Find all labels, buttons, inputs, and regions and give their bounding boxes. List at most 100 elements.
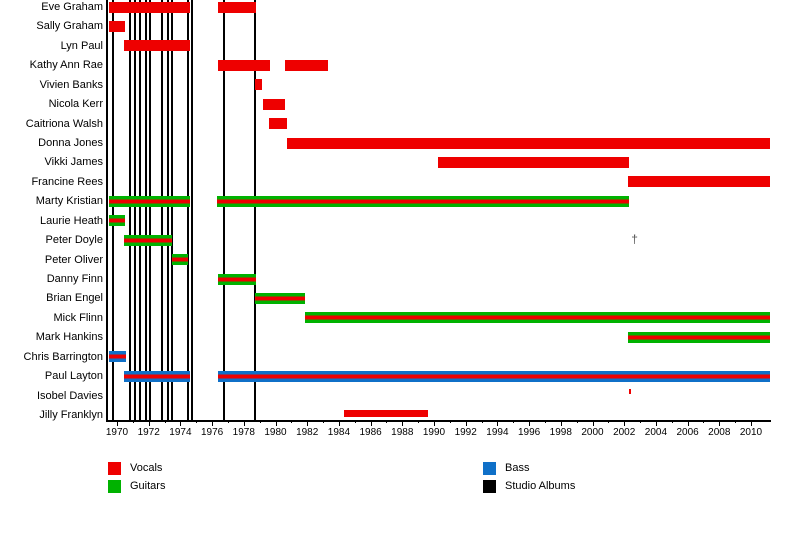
- axis-major-tick: [307, 420, 309, 426]
- member-tenure-bar: [304, 312, 770, 324]
- member-tenure-bar: [217, 59, 270, 71]
- legend-entry-guitars: Guitars: [108, 480, 165, 493]
- legend-label-guitars: Guitars: [130, 480, 166, 492]
- studio-album-line: [167, 0, 170, 420]
- y-axis-line: [106, 0, 109, 420]
- studio-album-line: [149, 0, 152, 420]
- year-tick-label: 2004: [644, 427, 668, 438]
- year-tick-label: 1974: [169, 427, 192, 438]
- axis-major-tick: [212, 420, 214, 426]
- member-name-label: Mark Hankins: [35, 331, 103, 344]
- axis-major-tick: [687, 420, 689, 426]
- member-tenure-bar: [124, 234, 173, 246]
- axis-minor-tick: [291, 420, 293, 423]
- axis-minor-tick: [132, 420, 134, 423]
- member-tenure-bar: [628, 176, 770, 188]
- member-tenure-bar: [171, 254, 189, 266]
- axis-minor-tick: [227, 420, 229, 423]
- member-name-label: Paul Layton: [44, 370, 103, 383]
- member-name-label: Peter Doyle: [45, 234, 103, 247]
- year-tick-label: 1982: [296, 427, 319, 438]
- axis-minor-tick: [164, 420, 166, 423]
- member-name-label: Jilly Franklyn: [39, 409, 103, 422]
- axis-major-tick: [275, 420, 277, 426]
- axis-minor-tick: [386, 420, 388, 423]
- axis-major-tick: [751, 420, 752, 426]
- year-tick-label: 1970: [105, 427, 129, 438]
- axis-minor-tick: [196, 420, 198, 423]
- member-tenure-bar: [343, 410, 428, 418]
- axis-major-tick: [148, 420, 150, 426]
- year-tick-label: 1988: [391, 427, 414, 438]
- studio-album-line: [161, 0, 164, 420]
- member-tenure-bar: [109, 351, 126, 363]
- member-name-label: Donna Jones: [38, 137, 103, 149]
- axis-minor-tick: [323, 420, 325, 423]
- studio-album-line: [134, 0, 137, 420]
- member-tenure-bar: [124, 40, 190, 52]
- year-tick-label: 1980: [264, 427, 287, 438]
- axis-minor-tick: [576, 420, 578, 423]
- member-tenure-bar: [262, 98, 285, 110]
- year-tick-label: 2010: [739, 427, 763, 438]
- year-tick-label: 2006: [676, 427, 699, 438]
- member-tenure-bar: [217, 370, 770, 382]
- member-tenure-bar: [286, 137, 771, 149]
- member-tenure-bar: [109, 195, 190, 207]
- axis-major-tick: [434, 420, 435, 426]
- year-tick-label: 1992: [454, 427, 477, 438]
- member-tenure-bar: [254, 292, 305, 304]
- axis-minor-tick: [640, 420, 642, 423]
- year-tick-label: 1990: [422, 427, 446, 438]
- year-tick-label: 1994: [486, 427, 509, 438]
- plot-area: 1970 1972 1974 1976 1978 1980 1982 1984 1986 1988…: [23, 0, 772, 438]
- member-name-label: Laurie Heath: [40, 214, 103, 227]
- axis-minor-tick: [513, 420, 515, 423]
- axis-major-tick: [655, 420, 657, 426]
- studio-album-line: [186, 0, 189, 420]
- member-name-label: Chris Barrington: [23, 350, 103, 363]
- axis-minor-tick: [544, 420, 546, 423]
- member-tenure-bar: [109, 215, 125, 227]
- axis-major-tick: [592, 420, 594, 426]
- studio-album-line: [112, 0, 115, 420]
- member-tenure-bar: [269, 118, 288, 130]
- year-tick-label: 1978: [232, 427, 255, 438]
- member-tenure-bar: [437, 156, 629, 168]
- legend: Vocals Guitars Bass Studio Albums: [0, 455, 800, 515]
- member-name-label: Mick Flinn: [53, 311, 103, 324]
- axis-major-tick: [465, 420, 467, 426]
- legend-entry-studio-albums: Studio Albums: [483, 480, 575, 493]
- year-tick-label: 1984: [327, 427, 351, 438]
- member-tenure-bar: [628, 331, 770, 343]
- studio-album-line: [145, 0, 148, 420]
- legend-entry-vocals: Vocals: [108, 462, 162, 475]
- year-tick-label: 1976: [200, 427, 224, 438]
- axis-major-tick: [243, 420, 245, 426]
- member-tenure-bar: [109, 20, 125, 32]
- axis-minor-tick: [449, 420, 451, 423]
- axis-major-tick: [560, 420, 562, 426]
- member-tenure-bar: [109, 1, 190, 13]
- death-dagger-icon: †: [631, 232, 638, 247]
- member-name-label: Danny Finn: [46, 273, 103, 286]
- member-name-label: Eve Graham: [41, 1, 103, 13]
- x-axis-line: [106, 420, 772, 422]
- year-tick-label: 1996: [517, 427, 541, 438]
- member-name-label: Kathy Ann Rae: [29, 59, 103, 72]
- studio-album-line: [190, 0, 193, 420]
- legend-entry-bass: Bass: [483, 462, 529, 475]
- studio-album-line: [128, 0, 131, 420]
- member-tenure-bar: [216, 195, 629, 207]
- axis-major-tick: [719, 420, 721, 426]
- member-name-label: Vivien Banks: [39, 78, 103, 91]
- axis-minor-tick: [259, 420, 261, 423]
- member-name-label: Sally Graham: [36, 20, 103, 33]
- member-tenure-bar: [628, 389, 631, 395]
- axis-major-tick: [338, 420, 340, 426]
- member-tenure-bar: [217, 1, 257, 13]
- guitars-color-swatch: [108, 480, 121, 493]
- year-tick-label: 2008: [708, 427, 731, 438]
- axis-minor-tick: [354, 420, 356, 423]
- axis-minor-tick: [735, 420, 737, 423]
